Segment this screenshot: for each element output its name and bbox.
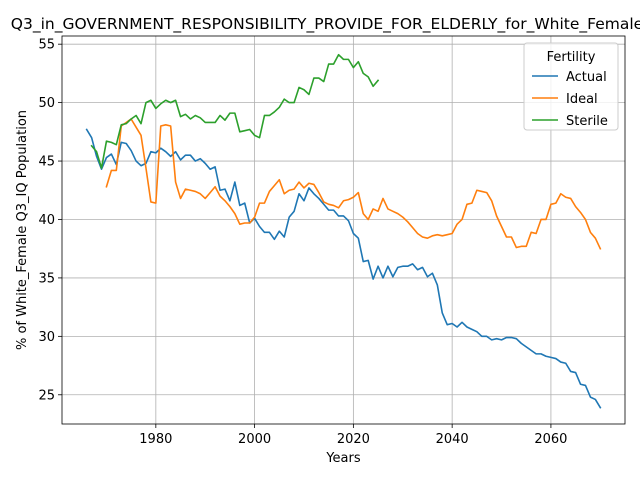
y-tick-label: 25 [38,388,55,403]
y-tick-label: 30 [38,330,55,345]
axis-ticks: 1980 2000 2020 2040 2060 25 30 35 40 45 50 55 [38,38,567,447]
legend-items: Actual Ideal Sterile [532,70,608,129]
series-lines [85,53,602,409]
y-tick-label: 40 [38,213,55,228]
x-axis-label: Years [325,451,361,466]
series-line-sterile [90,53,380,169]
x-tick-label: 2040 [436,432,469,447]
y-tick-label: 55 [38,38,55,53]
y-tick-label: 45 [38,155,55,170]
legend-box [523,42,619,131]
legend-label-actual: Actual [566,70,607,85]
plot-area-frame [61,35,626,425]
x-tick-label: 2020 [337,432,370,447]
series-line-actual [85,128,602,409]
y-tick-label: 35 [38,271,55,286]
legend-title: Fertility [547,50,596,65]
series-line-ideal [105,118,602,250]
x-tick-label: 2000 [238,432,271,447]
x-tick-label: 2060 [534,432,567,447]
y-axis-label: % of White_Female Q3_IQ Population [15,110,30,350]
y-tick-label: 50 [38,96,55,111]
chart-title: Q3_in_GOVERNMENT_RESPONSIBILITY_PROVIDE_… [11,15,640,34]
legend-label-sterile: Sterile [566,114,608,129]
legend-label-ideal: Ideal [566,92,598,107]
legend: Fertility Actual Ideal Sterile [523,42,619,131]
x-tick-label: 1980 [139,432,172,447]
